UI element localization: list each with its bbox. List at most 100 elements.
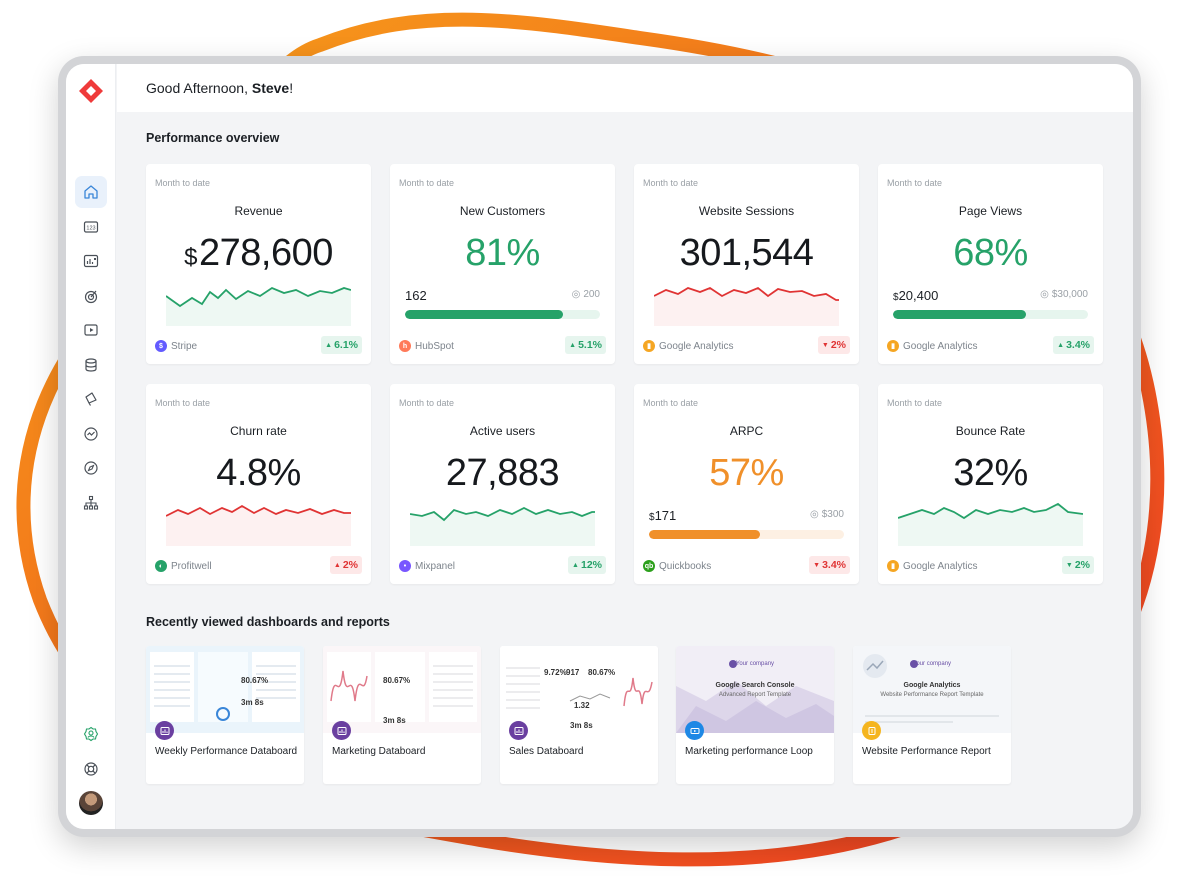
hierarchy-icon [83, 495, 99, 510]
sidebar-item-analytics[interactable] [75, 418, 107, 450]
delta-value: 12% [580, 559, 602, 571]
metric-card-website-sessions[interactable]: Month to date Website Sessions 301,544 ▮… [634, 164, 859, 364]
source-label: Stripe [171, 340, 198, 352]
progress-fill [649, 530, 761, 539]
up-arrow-icon: ▲ [572, 562, 579, 569]
period-label: Month to date [887, 178, 943, 188]
sidebar-item-alerts[interactable] [75, 383, 107, 415]
metric-card-active-users[interactable]: Month to date Active users 27,883 • Mixpa… [390, 384, 615, 584]
progress-fill [893, 310, 1026, 319]
metric-card-bounce-rate[interactable]: Month to date Bounce Rate 32% ▮ Google An… [878, 384, 1103, 584]
metric-title: Website Sessions [698, 204, 795, 218]
target-icon: ◎ [1040, 289, 1049, 300]
sidebar-bottom [75, 718, 107, 815]
thumb-value: 80.67% [241, 676, 269, 685]
delta-value: 2% [342, 559, 358, 571]
recent-label: Sales Databoard [509, 746, 584, 757]
goals-icon [84, 290, 98, 303]
target-icon: ◎ [571, 289, 581, 300]
up-arrow-icon: ▲ [569, 342, 577, 349]
sidebar-item-badge[interactable] [75, 718, 107, 750]
template-thumbnail [676, 646, 834, 733]
thumb-value: 1.32 [574, 701, 590, 710]
thumb-value: 3m 8s [241, 698, 264, 707]
dashboard-thumbnail [146, 646, 304, 733]
metric-card-revenue[interactable]: Month to date Revenue $278,600 $ Stripe ▲… [146, 164, 371, 364]
help-icon [84, 762, 98, 776]
sidebar-item-scorecards[interactable] [75, 314, 107, 346]
metric-card-churn-rate[interactable]: Month to date Churn rate 4.8% ◐ Profitwel… [146, 384, 371, 584]
progress-bar [893, 310, 1088, 319]
recent-weekly-performance[interactable]: 80.67% 3m 8s Weekly Performance Databoar… [146, 646, 304, 784]
delta-badge: ▲ 5.1% [565, 336, 606, 354]
company-label: Your company [912, 661, 952, 667]
metric-card-page-views[interactable]: Month to date Page Views 68% $20,400 ◎ $3… [878, 164, 1103, 364]
metric-card-arpc[interactable]: Month to date ARPC 57% $171 ◎ $300 qb Quic… [634, 384, 859, 584]
delta-value: 3.4% [1066, 339, 1090, 351]
recent-sales-databoard[interactable]: 9.72% 917 80.67% 1.32 3m 8s Sales Databo… [500, 646, 658, 784]
avatar[interactable] [79, 791, 103, 815]
progress-bar [649, 530, 844, 539]
recent-section-title: Recently viewed dashboards and reports [146, 615, 390, 629]
period-label: Month to date [155, 398, 211, 408]
google-analytics-icon: ▮ [643, 340, 655, 352]
down-arrow-icon: ▼ [821, 342, 829, 349]
badge-icon [83, 726, 99, 742]
sidebar-item-home[interactable] [75, 176, 107, 208]
app-screen: 123 [66, 64, 1133, 829]
delta-badge: ▲ 12% [568, 556, 606, 574]
currency-symbol: $ [184, 244, 197, 271]
period-label: Month to date [643, 178, 699, 188]
source-label: Profitwell [171, 560, 212, 572]
progress-number: 20,400 [898, 288, 939, 303]
recent-website-performance-report[interactable]: Your company Google Analytics Website Pe… [853, 646, 1011, 784]
databoard-icon [509, 721, 528, 740]
report-icon [862, 721, 881, 740]
source-google-analytics: ▮ Google Analytics [887, 560, 978, 572]
period-label: Month to date [399, 178, 455, 188]
recent-marketing-performance-loop[interactable]: Your company Google Search Console Advan… [676, 646, 834, 784]
video-icon [84, 324, 98, 336]
alert-icon [85, 392, 97, 406]
metric-title: Active users [469, 424, 536, 438]
up-arrow-icon: ▲ [333, 562, 341, 569]
thumb-value: 3m 8s [383, 716, 406, 725]
sidebar-item-goals[interactable] [75, 280, 107, 312]
sparkline [166, 286, 351, 326]
template-subtitle: Advanced Report Template [718, 692, 792, 698]
database-icon [85, 357, 97, 372]
recent-label: Weekly Performance Databoard [155, 746, 298, 757]
metric-title: Churn rate [230, 424, 287, 438]
target-value: $30,000 [1051, 289, 1088, 300]
delta-badge: ▼ 2% [817, 336, 850, 354]
currency-symbol: $ [893, 292, 899, 303]
delta-value: 5.1% [578, 339, 602, 351]
sidebar-item-databoards[interactable] [75, 245, 107, 277]
source-label: Google Analytics [659, 340, 734, 352]
sidebar-item-accounts[interactable] [75, 487, 107, 519]
metric-card-new-customers[interactable]: Month to date New Customers 81% 162 ◎ 200… [390, 164, 615, 364]
metric-value: $278,600 [146, 232, 371, 275]
sparkline [410, 506, 595, 546]
greeting-suffix: ! [289, 80, 294, 96]
metric-value: 4.8% [216, 452, 301, 494]
sidebar-nav: 123 [75, 176, 107, 521]
compass-icon [84, 461, 98, 475]
thumb-value: 917 [566, 668, 580, 677]
delta-value: 2% [1074, 559, 1090, 571]
progress-bar [405, 310, 600, 319]
source-mixpanel: • Mixpanel [399, 560, 455, 572]
sparkline [898, 502, 1083, 546]
recent-label: Website Performance Report [862, 746, 991, 757]
greeting-prefix: Good Afternoon, [146, 80, 252, 96]
sidebar-item-help[interactable] [75, 753, 107, 785]
sidebar-item-metrics[interactable]: 123 [75, 211, 107, 243]
metric-title: ARPC [729, 424, 764, 438]
sidebar-item-benchmarks[interactable] [75, 452, 107, 484]
databox-logo-icon[interactable] [78, 78, 104, 104]
source-google-analytics: ▮ Google Analytics [643, 340, 734, 352]
template-subtitle: Website Performance Report Template [880, 692, 984, 698]
databoard-icon [332, 721, 351, 740]
recent-marketing-databoard[interactable]: 80.67% 3m 8s Marketing Databoard [323, 646, 481, 784]
sidebar-item-data[interactable] [75, 349, 107, 381]
